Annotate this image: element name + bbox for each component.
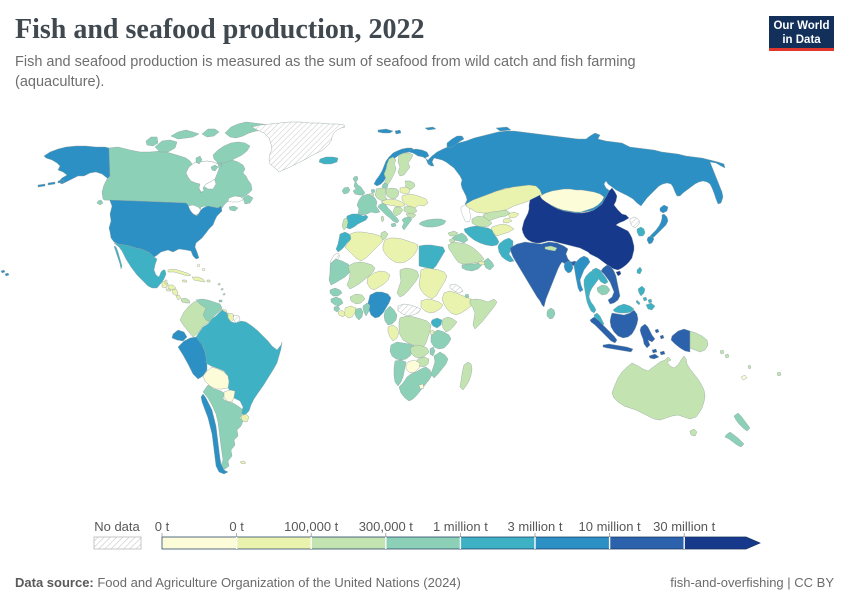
svg-text:0 t: 0 t [229,519,244,534]
svg-text:30 million t: 30 million t [653,519,716,534]
svg-text:1 million t: 1 million t [433,519,488,534]
svg-text:3 million t: 3 million t [508,519,563,534]
svg-text:No data: No data [94,519,140,534]
svg-text:10 million t: 10 million t [579,519,642,534]
svg-text:0 t: 0 t [155,519,170,534]
svg-text:100,000 t: 100,000 t [284,519,339,534]
svg-text:300,000 t: 300,000 t [359,519,414,534]
